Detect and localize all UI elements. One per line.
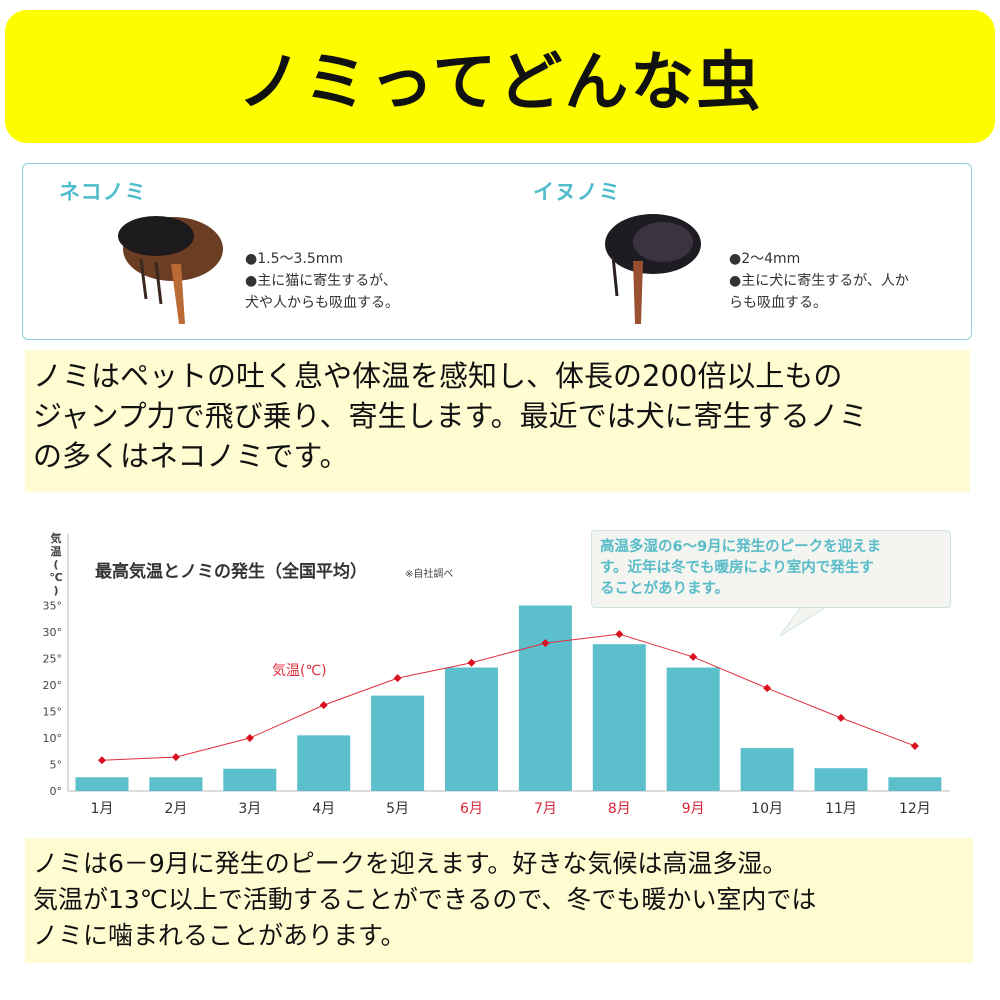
dog-flea-desc-line: ●主に犬に寄生するが、人か [729,273,909,289]
callout-line: 高温多湿の6～9月に発生のピークを迎えま [600,539,882,555]
y-tick-label: 0° [50,785,63,798]
summary-line: 気温が13℃以上で活動することができるので、冬でも暖かい室内では [33,885,817,914]
temperature-line [101,633,916,761]
y-tick-label: 20° [43,679,63,692]
chart-title: 最高気温とノミの発生（全国平均） [95,561,367,582]
x-tick-label: 11月 [825,801,857,817]
cat-flea-desc-line: ●主に猫に寄生するが、 [245,273,397,289]
x-tick-label: 5月 [386,801,409,817]
bar-7月 [518,605,572,791]
bar-11月 [814,768,868,791]
temperature-point-2月 [171,753,180,762]
dog-flea-description: ●2～4mm ●主に犬に寄生するが、人か らも吸血する。 [729,248,909,314]
callout-pointer [779,607,826,637]
y-axis-label: 温 [51,544,62,558]
page-title: ノミってどんな虫 [237,45,763,120]
x-tick-label: 8月 [608,801,631,817]
temperature-point-8月 [615,630,624,639]
y-axis-label: 気 [51,531,62,545]
callout-line: す。近年は冬でも暖房により室内で発生す [600,560,874,576]
intro-line: の多くはネコノミです。 [33,439,349,473]
temperature-point-4月 [319,701,328,710]
bar-12月 [888,777,942,791]
dog-flea-image [605,214,701,324]
dog-flea-size: ●2～4mm [729,251,801,267]
summary-line: ノミに噛まれることがあります。 [33,921,406,950]
x-tick-label: 7月 [534,801,557,817]
bar-4月 [297,735,351,791]
intro-line: ノミはペットの吐く息や体温を感知し、体長の200倍以上もの [33,359,843,393]
bar-1月 [75,777,129,791]
summary-paragraph: ノミは6－9月に発生のピークを迎えます。好きな気候は高温多湿。 気温が13℃以上… [25,838,973,963]
temperature-point-9月 [689,652,698,661]
temperature-point-10月 [763,684,772,693]
title-banner: ノミってどんな虫 [5,10,995,143]
bar-9月 [666,667,720,791]
x-tick-label: 2月 [164,801,187,817]
bar-3月 [223,768,277,791]
y-tick-label: 30° [43,626,63,639]
line-series-label: 気温(℃) [272,663,327,679]
temperature-point-5月 [393,674,402,683]
chart-title-note: ※自社調べ [405,567,453,580]
x-tick-label: 12月 [899,801,931,817]
temperature-point-12月 [910,741,919,750]
chart-callout: 高温多湿の6～9月に発生のピークを迎えま す。近年は冬でも暖房により室内で発生す… [591,530,951,608]
bar-5月 [371,695,425,791]
temperature-point-6月 [467,658,476,667]
bar-8月 [592,644,646,791]
x-tick-label: 6月 [460,801,483,817]
summary-line: ノミは6－9月に発生のピークを迎えます。好きな気候は高温多湿。 [33,849,788,878]
y-axis-label: ( [53,558,58,571]
y-axis-label: ℃ [49,571,62,584]
x-tick-label: 4月 [312,801,335,817]
dog-flea-desc-line: らも吸血する。 [729,295,827,311]
bar-10月 [740,748,794,791]
temperature-point-1月 [98,756,106,765]
x-tick-label: 1月 [91,801,114,817]
temperature-point-11月 [837,713,845,722]
x-tick-label: 10月 [751,801,783,817]
bar-2月 [149,777,203,791]
temperature-flea-chart: 気温(℃) 最高気温とノミの発生（全国平均） ※自社調べ 0° 5° 10° 15° 20° 2… [43,531,950,817]
cat-flea-name: ネコノミ [59,180,147,204]
y-tick-label: 15° [43,706,63,719]
x-tick-label: 9月 [682,801,705,817]
bar-6月 [445,667,498,791]
y-axis-label: ) [53,584,58,597]
intro-paragraph: ノミはペットの吐く息や体温を感知し、体長の200倍以上もの ジャンプ力で飛び乗り… [25,350,970,492]
cat-flea-size: ●1.5～3.5mm [245,251,344,267]
cat-flea-desc-line: 犬や人からも吸血する。 [245,295,399,311]
x-tick-label: 3月 [238,801,261,817]
flea-types-panel: ネコノミ ●1.5～3.5mm ●主に猫に寄生するが、 犬や人からも吸血する。 … [22,163,972,340]
temperature-point-7月 [541,639,550,648]
y-tick-label: 35° [43,600,63,613]
y-tick-label: 10° [43,732,63,745]
intro-line: ジャンプ力で飛び乗り、寄生します。最近では犬に寄生するノミ [33,399,868,433]
callout-line: ることがあります。 [600,581,730,597]
y-tick-label: 25° [43,653,63,666]
temperature-point-3月 [245,734,254,742]
cat-flea-description: ●1.5～3.5mm ●主に猫に寄生するが、 犬や人からも吸血する。 [245,248,399,314]
dog-flea-name: イヌノミ [533,180,621,204]
cat-flea-image [118,216,223,324]
y-tick-label: 5° [50,759,63,772]
